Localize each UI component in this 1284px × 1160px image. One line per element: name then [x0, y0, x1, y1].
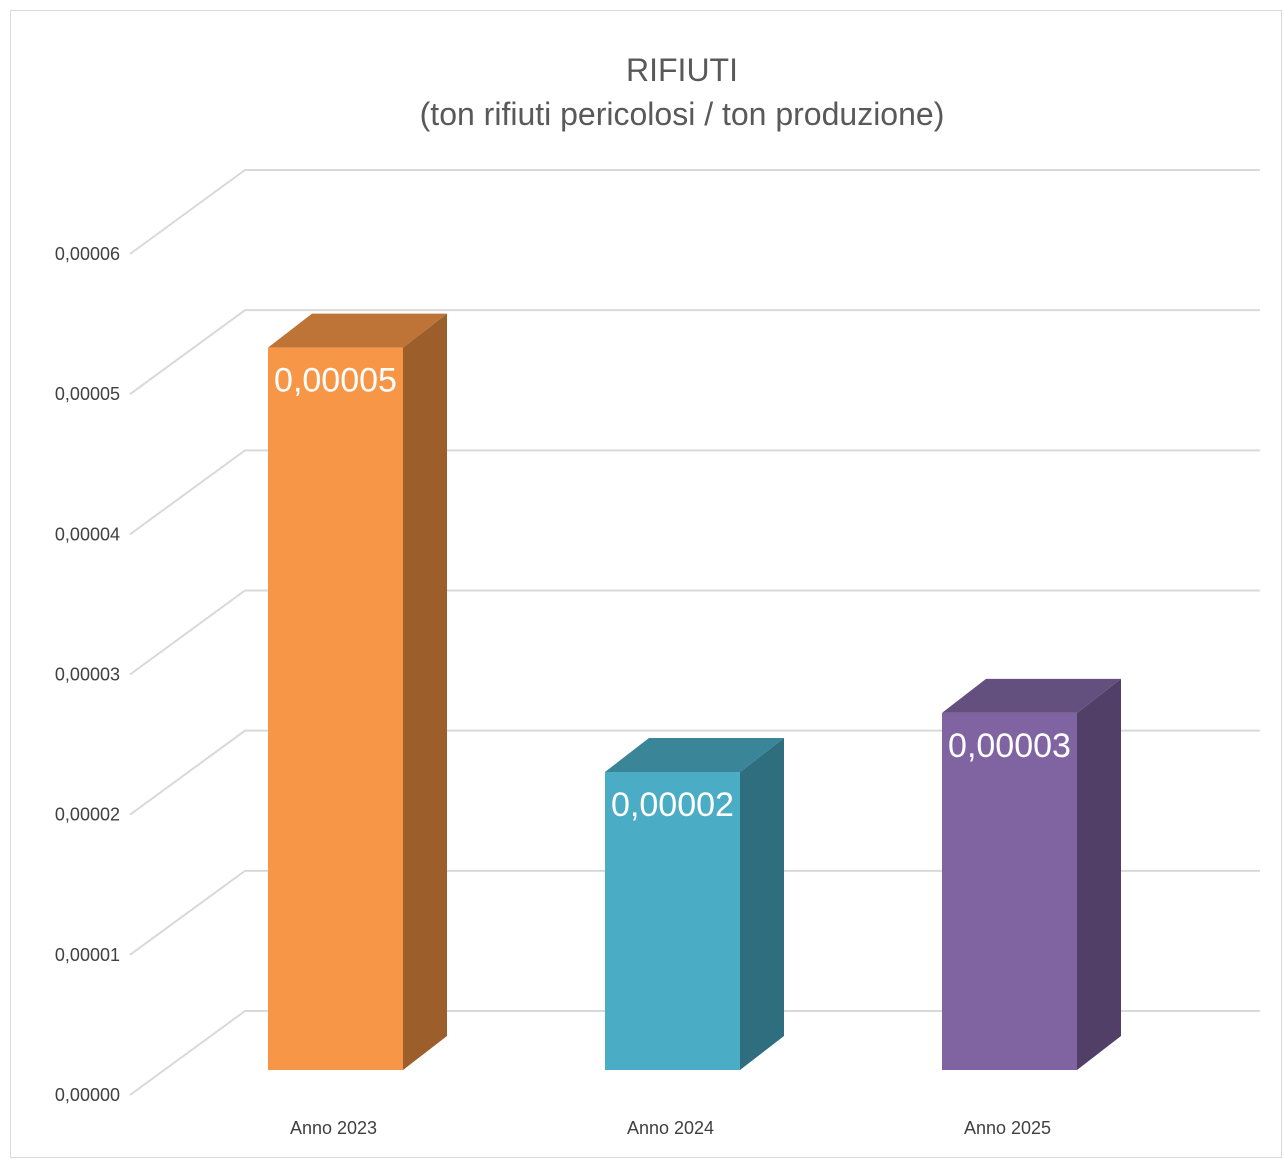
y-tick-label: 0,00004 — [55, 524, 120, 544]
gridline — [129, 729, 1260, 816]
y-tick-label: 0,00005 — [55, 384, 120, 404]
y-tick-label: 0,00002 — [55, 805, 120, 825]
gridline — [129, 169, 1260, 255]
labels: 0,00000 0,00001 0,00002 0,00003 0,00004 0,000… — [55, 244, 1071, 1138]
y-tick-label: 0,00000 — [55, 1085, 120, 1105]
bars — [268, 313, 1121, 1070]
gridline — [129, 869, 1260, 956]
bar-top-2 — [605, 737, 784, 772]
gridline — [129, 449, 1260, 536]
bar-1 — [268, 347, 403, 1070]
gridline — [129, 589, 1260, 676]
gridline — [129, 1010, 1260, 1096]
data-label-1: 0,00005 — [274, 362, 397, 400]
bar-top-1 — [268, 313, 447, 348]
bar-top-3 — [942, 678, 1121, 713]
y-tick-label: 0,00003 — [55, 665, 120, 685]
y-tick-label: 0,00006 — [55, 244, 120, 264]
x-tick-label: Anno 2024 — [627, 1118, 714, 1138]
bar-2 — [605, 771, 740, 1070]
gridline — [129, 309, 1260, 395]
bar-side-3 — [1077, 678, 1121, 1070]
bar-side-1 — [403, 313, 447, 1070]
bar-side-2 — [740, 737, 784, 1070]
data-label-2: 0,00002 — [611, 786, 734, 824]
gridlines — [129, 169, 1260, 1096]
x-tick-label: Anno 2023 — [290, 1118, 377, 1138]
data-label-3: 0,00003 — [948, 727, 1071, 765]
y-tick-label: 0,00001 — [55, 945, 120, 965]
bar-3 — [942, 712, 1077, 1070]
chart-title: RIFIUTI (ton rifiuti pericolosi / ton pr… — [0, 48, 1284, 136]
chart-title-line1: RIFIUTI — [626, 52, 738, 88]
x-tick-label: Anno 2025 — [964, 1118, 1051, 1138]
chart-title-line2: (ton rifiuti pericolosi / ton produzione… — [419, 96, 945, 132]
